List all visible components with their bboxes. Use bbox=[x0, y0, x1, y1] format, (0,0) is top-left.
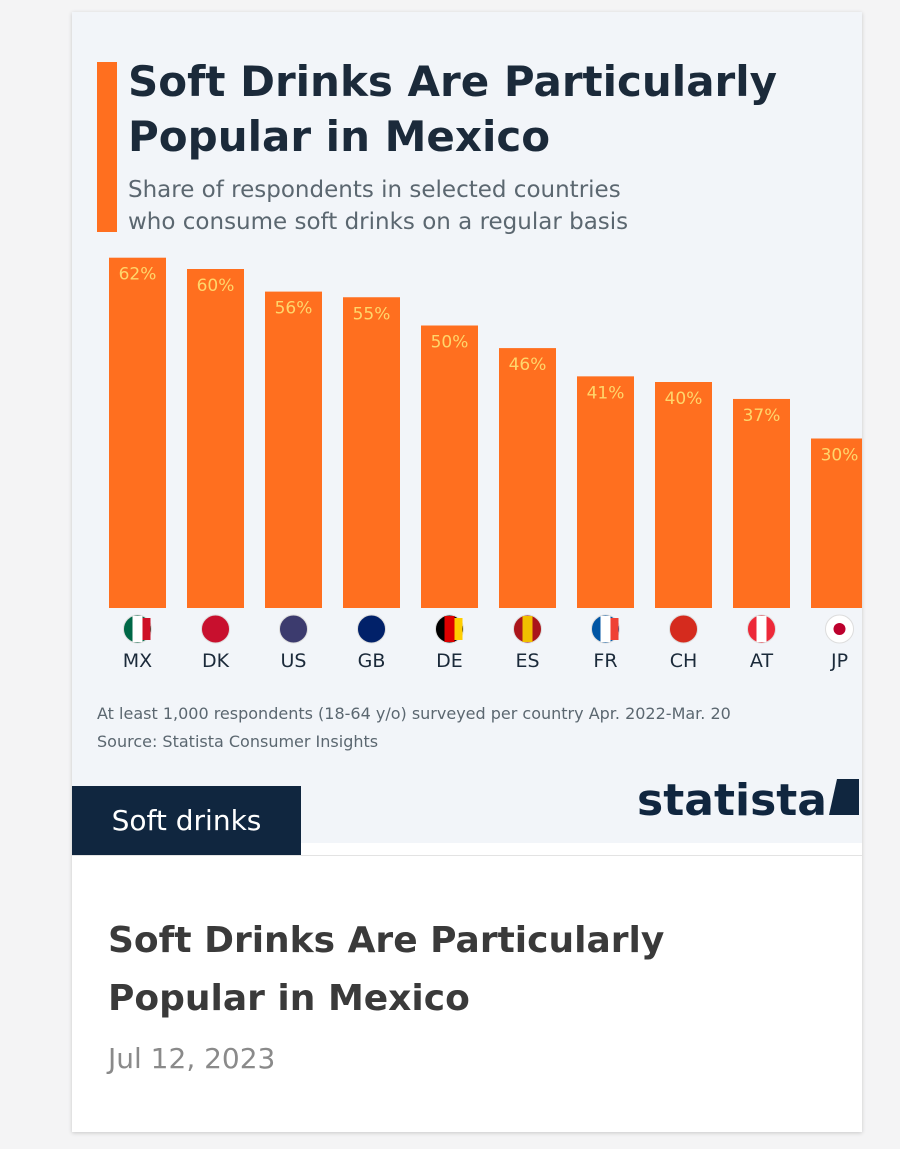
x-tick-label: ES bbox=[515, 650, 539, 672]
value-label: 30% bbox=[821, 446, 859, 466]
x-tick-label: CH bbox=[670, 650, 698, 672]
title-accent bbox=[97, 62, 117, 232]
tag[interactable]: Soft drinks bbox=[72, 786, 301, 856]
card-date: Jul 12, 2023 bbox=[108, 1042, 276, 1075]
card-title[interactable]: Soft Drinks Are Particularly Popular in … bbox=[108, 920, 665, 1019]
chart-subtitle: Share of respondents in selected countri… bbox=[128, 177, 628, 235]
x-tick-label: GB bbox=[358, 650, 386, 672]
bar bbox=[733, 398, 790, 608]
value-label: 50% bbox=[431, 333, 469, 353]
flag-band bbox=[142, 618, 151, 640]
flag-band bbox=[756, 616, 767, 642]
footnote: At least 1,000 respondents (18-64 y/o) s… bbox=[97, 704, 731, 723]
bar bbox=[655, 382, 712, 608]
bar bbox=[577, 376, 634, 608]
x-tick-label: DK bbox=[202, 650, 230, 672]
x-tick-label: FR bbox=[593, 650, 617, 672]
flag-band bbox=[610, 618, 619, 640]
flag bbox=[357, 614, 386, 644]
x-tick-label: JP bbox=[830, 650, 848, 672]
x-tick-label: MX bbox=[123, 650, 152, 672]
flag-band bbox=[522, 616, 533, 642]
flag-band bbox=[444, 616, 455, 642]
value-label: 56% bbox=[275, 299, 313, 319]
divider bbox=[72, 855, 862, 856]
x-tick-label: US bbox=[281, 650, 307, 672]
flag bbox=[279, 614, 308, 644]
bar bbox=[265, 291, 322, 608]
flag-band bbox=[600, 616, 611, 642]
value-label: 62% bbox=[119, 265, 157, 285]
value-label: 55% bbox=[353, 304, 391, 324]
value-label: 46% bbox=[509, 355, 547, 375]
chart: Soft Drinks Are Particularly Popular in M… bbox=[72, 12, 862, 843]
logo-mark bbox=[829, 779, 859, 815]
logo: statista bbox=[637, 775, 827, 826]
flag-band bbox=[454, 618, 463, 640]
value-label: 60% bbox=[197, 276, 235, 296]
article-card[interactable]: Soft Drinks Are Particularly Popular in M… bbox=[72, 12, 862, 1132]
flag-dot bbox=[833, 623, 846, 635]
value-label: 37% bbox=[743, 406, 781, 426]
value-label: 40% bbox=[665, 389, 703, 409]
source: Source: Statista Consumer Insights bbox=[97, 732, 378, 751]
bar bbox=[499, 348, 556, 608]
bar bbox=[421, 325, 478, 608]
bar bbox=[343, 297, 400, 608]
bar bbox=[811, 438, 862, 608]
bar bbox=[109, 257, 166, 608]
flag-band bbox=[132, 616, 143, 642]
x-tick-label: DE bbox=[436, 650, 463, 672]
flag bbox=[201, 614, 230, 644]
chart-title: Soft Drinks Are Particularly Popular in M… bbox=[128, 57, 777, 161]
value-label: 41% bbox=[587, 383, 625, 403]
x-tick-label: AT bbox=[750, 650, 774, 672]
flag bbox=[669, 614, 698, 644]
bar bbox=[187, 269, 244, 608]
